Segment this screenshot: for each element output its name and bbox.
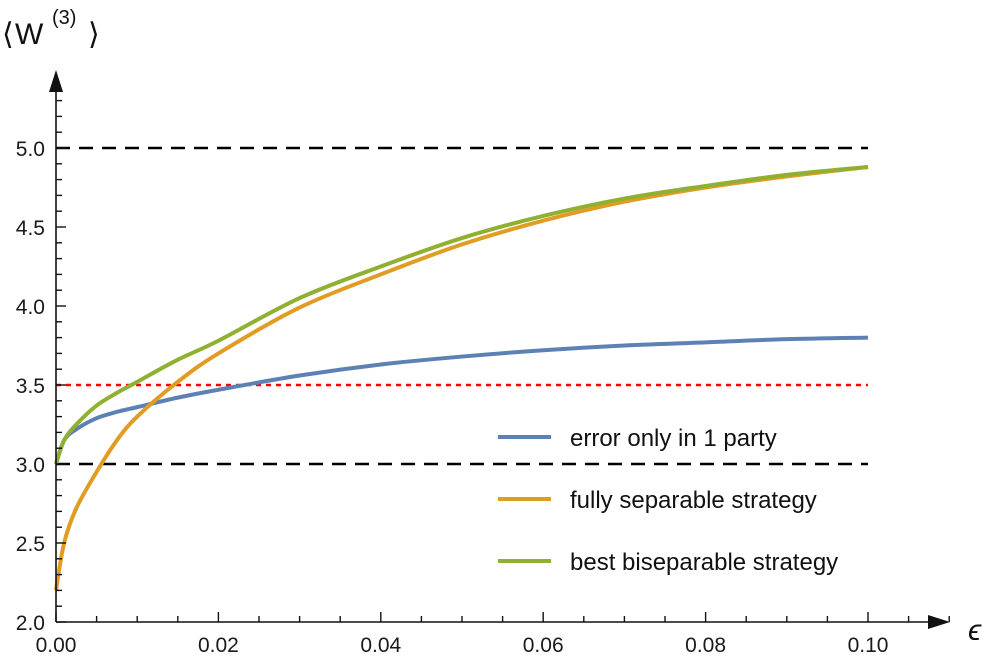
y-tick-label: 3.5 xyxy=(16,375,45,398)
x-tick-label: 0.10 xyxy=(848,634,889,657)
y-tick-label: 4.0 xyxy=(16,296,45,319)
data-series xyxy=(54,164,869,591)
axes: 0.00 0.02 0.04 0.06 0.08 0.10 2.0 2.5 3.0 3.5 4.0… xyxy=(16,70,950,657)
series-line-fully-separable-strategy xyxy=(54,164,869,591)
x-tick-label: 0.06 xyxy=(523,634,564,657)
y-tick-label: 3.0 xyxy=(16,454,45,477)
y-axis-title-open: ⟨ xyxy=(2,18,14,51)
y-axis-title: ⟨ W (3) ⟩ xyxy=(2,7,100,51)
x-tick-label: 0.08 xyxy=(685,634,726,657)
y-axis-title-close: ⟩ xyxy=(88,18,100,51)
x-tick-label: 0.00 xyxy=(36,634,77,657)
legend-label-error-only-1-party: error only in 1 party xyxy=(570,425,777,452)
y-tick-label: 2.0 xyxy=(16,612,45,635)
legend-label-fully-separable: fully separable strategy xyxy=(570,487,817,514)
y-tick-label: 4.5 xyxy=(16,217,45,240)
x-tick-label: 0.04 xyxy=(360,634,401,657)
y-axis-arrow-icon xyxy=(49,70,63,92)
legend-label-best-biseparable: best biseparable strategy xyxy=(570,549,838,576)
reference-lines xyxy=(56,146,868,466)
x-axis-title: ϵ xyxy=(968,614,982,647)
y-axis-title-sup: (3) xyxy=(52,7,76,29)
y-axis-title-base: W xyxy=(15,18,44,51)
y-tick-label: 2.5 xyxy=(16,533,45,556)
y-ticks: 2.0 2.5 3.0 3.5 4.0 4.5 5.0 xyxy=(16,99,66,635)
series-line-best-biseparable-strategy xyxy=(54,164,869,465)
x-axis-arrow-icon xyxy=(928,615,950,629)
y-tick-label: 5.0 xyxy=(16,138,45,161)
x-ticks: 0.00 0.02 0.04 0.06 0.08 0.10 xyxy=(36,612,950,657)
series-line-error-only-in-1-party xyxy=(54,335,869,465)
legend: error only in 1 party fully separable st… xyxy=(498,425,838,576)
x-tick-label: 0.02 xyxy=(198,634,239,657)
